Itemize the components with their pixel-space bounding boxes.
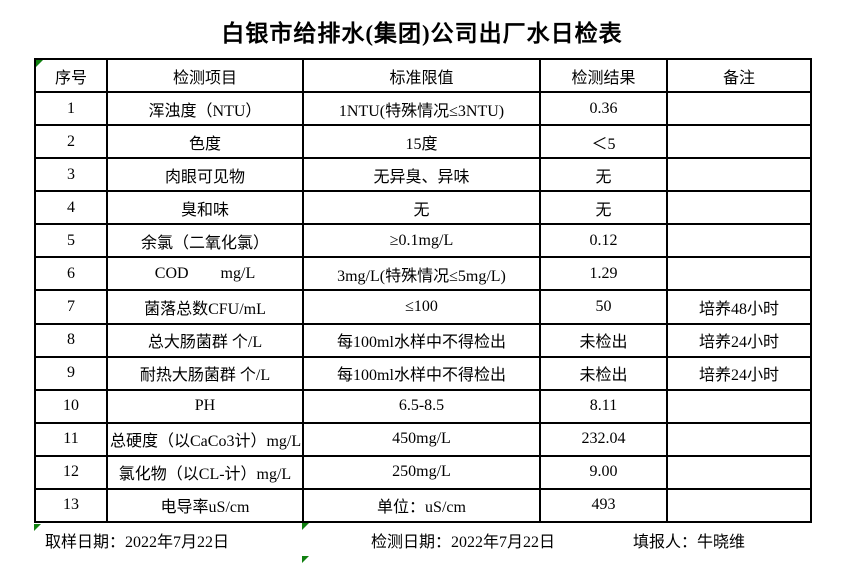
cell-result: 0.36 [539, 91, 668, 127]
inspection-table: 序号 检测项目 标准限值 检测结果 备注 1 浑浊度（NTU） 1NTU(特殊情… [34, 57, 812, 524]
cell-limit: 3mg/L(特殊情况≤5mg/L) [302, 256, 541, 292]
table-row: 10 PH 6.5-8.5 8.11 [34, 388, 812, 424]
cell-result: 1.29 [539, 256, 668, 292]
cell-remark [666, 91, 812, 127]
cell-item: PH [106, 388, 304, 424]
column-header-index: 序号 [34, 57, 108, 94]
cell-limit: 每100ml水样中不得检出 [302, 322, 541, 358]
table-row: 3 肉眼可见物 无异臭、异味 无 [34, 157, 812, 193]
cell-item: COD mg/L [106, 256, 304, 292]
cell-limit: ≤100 [302, 289, 541, 325]
table-row: 7 菌落总数CFU/mL ≤100 50 培养48小时 [34, 289, 812, 325]
cell-remark [666, 223, 812, 259]
cell-index: 5 [34, 223, 108, 259]
cell-limit: 单位：uS/cm [302, 487, 541, 524]
column-header-remark: 备注 [666, 57, 812, 94]
cell-remark [666, 190, 812, 226]
cell-result: 8.11 [539, 388, 668, 424]
cell-item: 余氯（二氧化氯） [106, 223, 304, 259]
table-row: 2 色度 15度 ＜5 [34, 124, 812, 160]
cell-limit: 1NTU(特殊情况≤3NTU) [302, 91, 541, 127]
cell-item: 臭和味 [106, 190, 304, 226]
page-title: 白银市给排水(集团)公司出厂水日检表 [221, 21, 623, 46]
table-header-row: 序号 检测项目 标准限值 检测结果 备注 [34, 57, 812, 94]
cell-item: 总硬度（以CaCo3计）mg/L [106, 421, 304, 457]
cell-remark [666, 256, 812, 292]
green-corner-marker-icon [302, 556, 309, 563]
cell-result: 无 [539, 157, 668, 193]
green-corner-marker-icon [302, 523, 309, 530]
table-row: 12 氯化物（以CL-计）mg/L 250mg/L 9.00 [34, 454, 812, 490]
table-row: 6 COD mg/L 3mg/L(特殊情况≤5mg/L) 1.29 [34, 256, 812, 292]
green-corner-marker-icon [36, 60, 43, 67]
cell-remark: 培养24小时 [666, 355, 812, 391]
cell-item: 电导率uS/cm [106, 487, 304, 524]
cell-remark [666, 487, 812, 524]
cell-item: 肉眼可见物 [106, 157, 304, 193]
cell-index: 4 [34, 190, 108, 226]
cell-limit: 无 [302, 190, 541, 226]
cell-index: 11 [34, 421, 108, 457]
cell-item: 色度 [106, 124, 304, 160]
cell-index: 10 [34, 388, 108, 424]
cell-limit: 6.5-8.5 [302, 388, 541, 424]
cell-remark: 培养48小时 [666, 289, 812, 325]
table-row: 4 臭和味 无 无 [34, 190, 812, 226]
table-row: 13 电导率uS/cm 单位：uS/cm 493 [34, 487, 812, 524]
sampling-date: 取样日期：2022年7月22日 [45, 534, 230, 551]
cell-index: 6 [34, 256, 108, 292]
cell-limit: ≥0.1mg/L [302, 223, 541, 259]
cell-result: ＜5 [539, 124, 668, 160]
table-row: 11 总硬度（以CaCo3计）mg/L 450mg/L 232.04 [34, 421, 812, 457]
cell-item: 氯化物（以CL-计）mg/L [106, 454, 304, 490]
cell-index: 3 [34, 157, 108, 193]
cell-item: 总大肠菌群 个/L [106, 322, 304, 358]
cell-index: 1 [34, 91, 108, 127]
cell-remark [666, 421, 812, 457]
cell-remark [666, 124, 812, 160]
cell-remark: 培养24小时 [666, 322, 812, 358]
cell-remark [666, 157, 812, 193]
reporter-name: 填报人：牛晓维 [633, 534, 746, 551]
cell-index: 12 [34, 454, 108, 490]
cell-limit: 15度 [302, 124, 541, 160]
cell-limit: 450mg/L [302, 421, 541, 457]
column-header-result: 检测结果 [539, 57, 668, 94]
cell-limit: 每100ml水样中不得检出 [302, 355, 541, 391]
cell-remark [666, 388, 812, 424]
cell-index: 7 [34, 289, 108, 325]
cell-index: 13 [34, 487, 108, 524]
cell-index: 8 [34, 322, 108, 358]
table-row: 5 余氯（二氧化氯） ≥0.1mg/L 0.12 [34, 223, 812, 259]
table-row: 1 浑浊度（NTU） 1NTU(特殊情况≤3NTU) 0.36 [34, 91, 812, 127]
cell-result: 0.12 [539, 223, 668, 259]
cell-result: 50 [539, 289, 668, 325]
table-row: 8 总大肠菌群 个/L 每100ml水样中不得检出 未检出 培养24小时 [34, 322, 812, 358]
cell-item: 菌落总数CFU/mL [106, 289, 304, 325]
cell-result: 9.00 [539, 454, 668, 490]
cell-result: 未检出 [539, 322, 668, 358]
cell-index: 2 [34, 124, 108, 160]
column-header-item: 检测项目 [106, 57, 304, 94]
cell-result: 无 [539, 190, 668, 226]
cell-result: 未检出 [539, 355, 668, 391]
column-header-limit: 标准限值 [302, 57, 541, 94]
cell-item: 耐热大肠菌群 个/L [106, 355, 304, 391]
cell-item: 浑浊度（NTU） [106, 91, 304, 127]
green-corner-marker-icon [34, 524, 41, 531]
table-row: 9 耐热大肠菌群 个/L 每100ml水样中不得检出 未检出 培养24小时 [34, 355, 812, 391]
cell-result: 493 [539, 487, 668, 524]
cell-limit: 无异臭、异味 [302, 157, 541, 193]
test-date: 检测日期：2022年7月22日 [371, 534, 556, 551]
cell-result: 232.04 [539, 421, 668, 457]
cell-limit: 250mg/L [302, 454, 541, 490]
cell-remark [666, 454, 812, 490]
cell-index: 9 [34, 355, 108, 391]
